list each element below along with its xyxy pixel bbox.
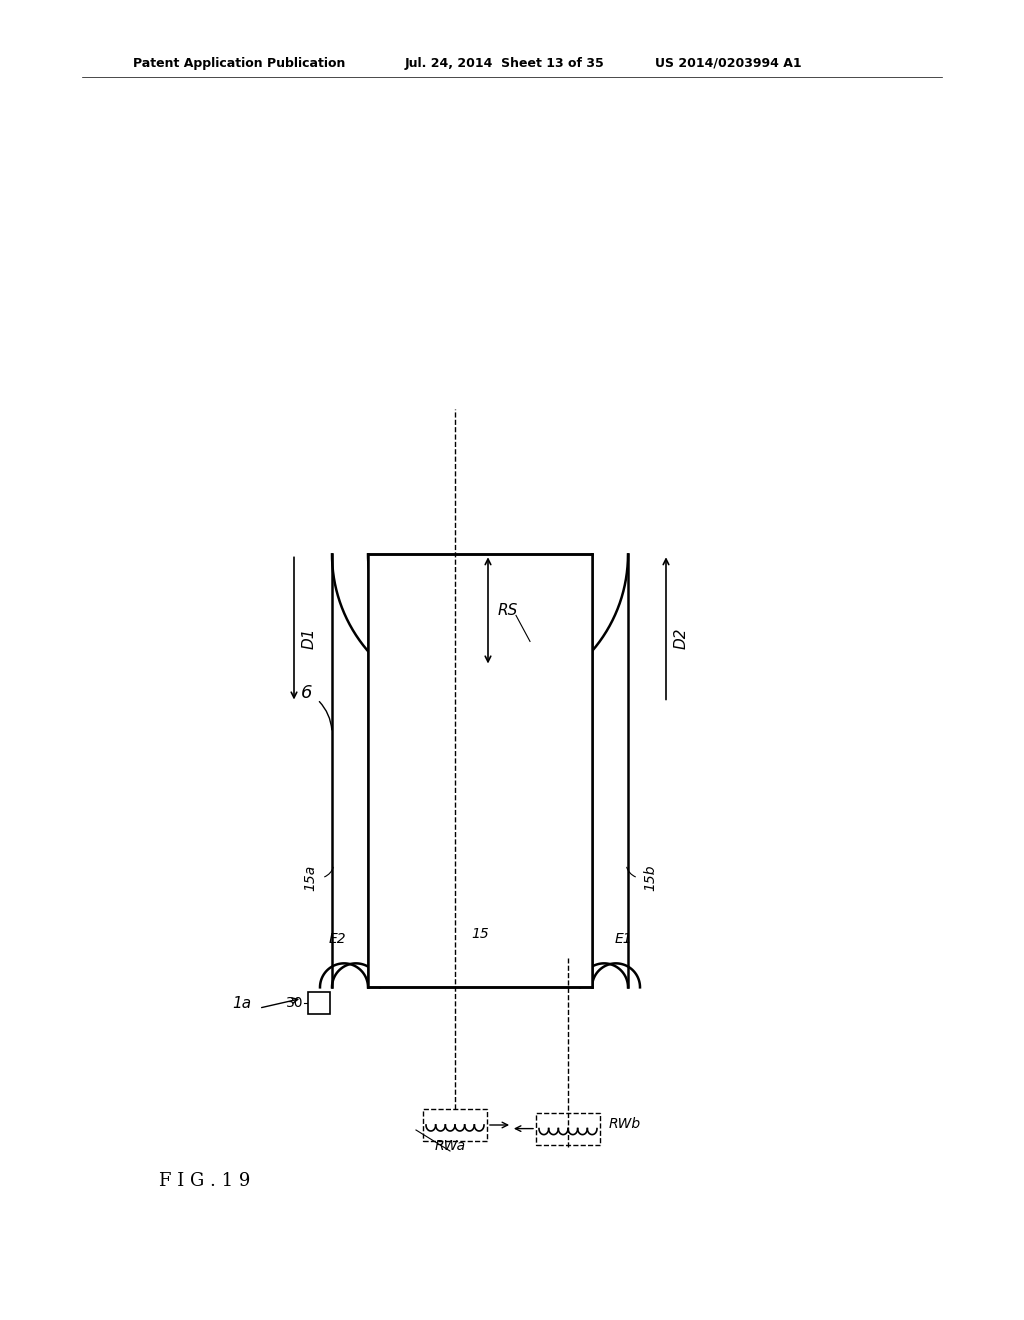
Text: US 2014/0203994 A1: US 2014/0203994 A1: [655, 57, 802, 70]
Bar: [368, 554, 592, 987]
Text: Patent Application Publication: Patent Application Publication: [133, 57, 345, 70]
Text: RS: RS: [498, 603, 518, 618]
Text: D2: D2: [674, 627, 689, 649]
Text: 1a: 1a: [231, 995, 251, 1011]
Text: Jul. 24, 2014  Sheet 13 of 35: Jul. 24, 2014 Sheet 13 of 35: [404, 57, 604, 70]
Bar: [308, 993, 330, 1014]
Bar: [423, 1109, 487, 1140]
Bar: [536, 1113, 600, 1144]
Text: E2: E2: [328, 932, 346, 946]
Text: 15: 15: [471, 928, 488, 941]
Text: 6: 6: [301, 684, 312, 702]
Text: D1: D1: [302, 627, 317, 649]
Text: RWb: RWb: [609, 1117, 641, 1131]
Text: RWa: RWa: [434, 1139, 466, 1152]
Text: 15b: 15b: [643, 865, 657, 891]
Text: 30: 30: [286, 997, 303, 1010]
Text: E1: E1: [614, 932, 632, 946]
Text: F I G . 1 9: F I G . 1 9: [159, 1172, 250, 1191]
Text: 15a: 15a: [303, 865, 317, 891]
